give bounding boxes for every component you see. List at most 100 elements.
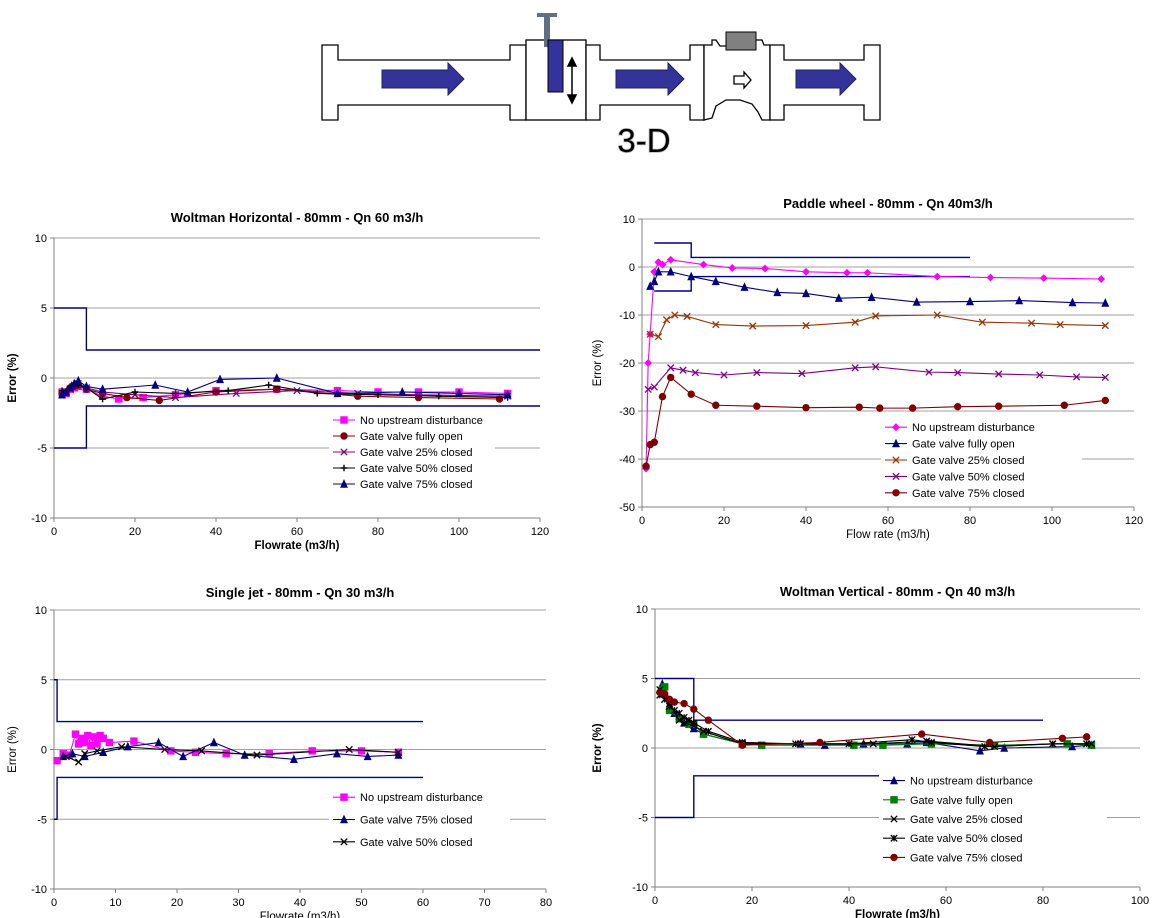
data-point	[662, 316, 671, 324]
data-point	[675, 716, 683, 724]
flow-arrow-icon	[615, 61, 685, 97]
data-point	[773, 287, 782, 297]
data-point	[1101, 373, 1109, 382]
data-point	[680, 713, 688, 722]
data-point	[394, 750, 403, 759]
data-point	[62, 752, 70, 761]
data-point	[139, 393, 147, 402]
data-point	[272, 373, 281, 382]
data-point	[154, 737, 163, 747]
data-point	[872, 312, 880, 320]
legend: No upstream disturbance Gate valve fully …	[329, 408, 495, 492]
data-point	[82, 381, 91, 391]
y-tick-label: -5	[37, 814, 47, 826]
data-point	[93, 740, 101, 748]
series-gate-valve-fully-open	[646, 266, 1110, 307]
legend-label: Gate valve 75% closed	[910, 852, 1023, 864]
data-point	[1101, 396, 1109, 405]
data-point	[151, 380, 160, 389]
data-point	[867, 292, 876, 301]
data-point	[666, 266, 675, 276]
data-point	[933, 272, 942, 281]
data-point	[802, 403, 810, 412]
data-point	[53, 756, 61, 765]
legend-label: No upstream disturbance	[910, 776, 1033, 788]
data-point	[712, 401, 720, 409]
configuration-label: 3-D	[617, 122, 670, 159]
data-point	[691, 368, 699, 377]
data-point	[1000, 743, 1009, 752]
data-point	[131, 388, 139, 396]
data-point	[890, 853, 898, 862]
data-point	[892, 438, 900, 448]
data-point	[435, 393, 442, 400]
data-point	[1049, 740, 1057, 748]
x-tick-label: 20	[746, 895, 758, 907]
legend-box	[881, 415, 1082, 501]
data-point	[183, 387, 192, 396]
x-tick-label: 50	[355, 897, 367, 909]
data-point	[978, 318, 986, 326]
series-gate-valve-75-closed	[59, 737, 403, 763]
series-gate-valve-25-closed	[646, 311, 1109, 341]
legend-label: Gate valve 50% closed	[912, 471, 1025, 483]
data-point	[927, 738, 936, 747]
data-point	[661, 683, 669, 691]
data-point	[683, 312, 691, 321]
data-point	[644, 359, 653, 367]
series-line	[645, 376, 1106, 467]
x-axis-label: Flowrate (m3/h)	[255, 540, 340, 552]
x-tick-label: 100	[1043, 515, 1061, 527]
data-point	[843, 268, 851, 277]
data-point	[918, 730, 926, 738]
data-point	[1039, 274, 1048, 282]
data-point	[646, 281, 655, 290]
x-axis-label: Flowrate (m3/h)	[260, 911, 341, 918]
data-point	[654, 266, 663, 276]
series-line	[661, 685, 1092, 746]
data-point	[1068, 297, 1077, 307]
series-gate-valve-50-closed	[644, 363, 1109, 394]
data-point	[892, 423, 900, 432]
y-tick-label: -40	[619, 454, 635, 466]
data-point	[99, 395, 106, 403]
data-point	[240, 750, 249, 759]
data-point	[680, 699, 688, 708]
data-point	[802, 267, 810, 276]
data-point	[690, 719, 698, 727]
woltman-horizontal-chart: Woltman Horizontal - 80mm - Qn 60 m3/h -1…	[7, 210, 549, 552]
y-tick-label: 0	[41, 373, 47, 385]
legend-label: Gate valve 50% closed	[910, 833, 1023, 845]
series-line	[647, 366, 1106, 390]
data-point	[851, 318, 859, 326]
data-point	[650, 383, 658, 391]
x-tick-label: 0	[639, 515, 645, 527]
series-gate-valve-50-closed	[62, 743, 403, 766]
series-no-upstream-disturbance	[655, 679, 1096, 755]
data-point	[155, 396, 164, 405]
data-point	[685, 716, 693, 724]
data-point	[704, 716, 713, 724]
data-point	[93, 747, 101, 755]
data-point	[890, 796, 898, 804]
data-point	[845, 740, 853, 748]
data-point	[340, 416, 348, 424]
data-point	[834, 293, 843, 302]
single-jet-chart: Single jet - 80mm - Qn 30 m3/h -10 -5 0 5 10 0…	[7, 585, 552, 918]
double-arrow-icon	[566, 56, 578, 105]
data-point	[753, 368, 761, 377]
data-point	[925, 368, 933, 376]
data-point	[689, 723, 698, 733]
data-point	[455, 388, 463, 398]
data-point	[308, 747, 317, 755]
data-point	[340, 479, 348, 488]
data-point	[666, 255, 675, 264]
legend-label: Gate valve 25% closed	[912, 455, 1025, 467]
limit-line	[54, 679, 423, 723]
y-tick-label: -10	[31, 884, 47, 896]
data-point	[740, 282, 749, 291]
x-tick-label: 80	[372, 526, 384, 538]
x-tick-label: 40	[210, 526, 222, 538]
y-tick-label: -30	[619, 406, 635, 418]
y-tick-label: -50	[619, 502, 635, 514]
